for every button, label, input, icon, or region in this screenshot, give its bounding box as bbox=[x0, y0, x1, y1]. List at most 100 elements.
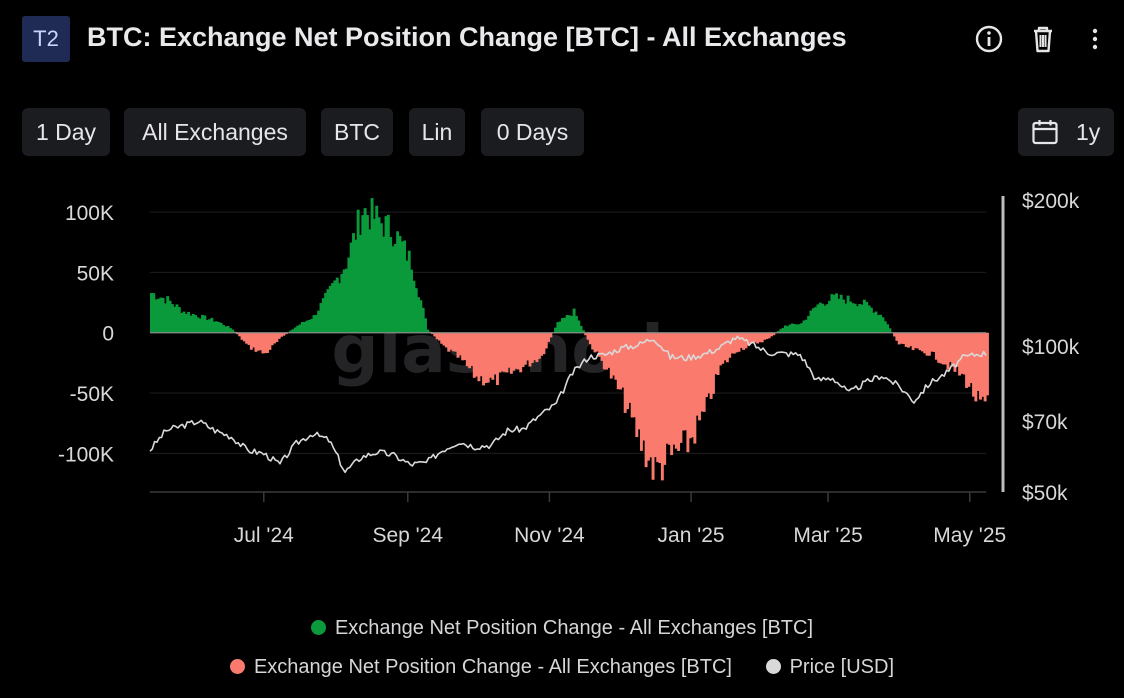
legend-item-negative[interactable]: Exchange Net Position Change - All Excha… bbox=[229, 656, 732, 679]
bar-negative bbox=[900, 332, 903, 344]
bar-positive bbox=[317, 310, 321, 333]
bar-positive bbox=[872, 312, 876, 333]
bar-positive bbox=[876, 315, 880, 333]
bar-negative bbox=[967, 332, 971, 387]
bar-negative bbox=[444, 332, 448, 348]
bar-negative bbox=[489, 332, 492, 378]
bar-positive bbox=[860, 304, 864, 333]
bar-negative bbox=[948, 332, 952, 363]
bar-positive bbox=[342, 269, 346, 333]
bar-positive bbox=[189, 315, 193, 333]
info-icon[interactable] bbox=[972, 22, 1006, 56]
bar-negative bbox=[235, 332, 239, 335]
left-axis-ticks: 100K 50K 0 -50K -100K bbox=[58, 202, 114, 466]
bar-negative bbox=[677, 332, 681, 451]
bar-positive bbox=[170, 304, 174, 333]
bar-positive bbox=[196, 317, 200, 333]
bar-positive bbox=[221, 325, 225, 333]
bar-negative bbox=[482, 332, 485, 386]
bar-positive bbox=[828, 300, 832, 333]
bar-negative bbox=[911, 332, 915, 351]
bar-negative bbox=[526, 332, 530, 361]
bar-negative bbox=[500, 332, 504, 372]
bar-positive bbox=[293, 327, 297, 333]
bar-negative bbox=[702, 332, 706, 412]
bar-negative bbox=[270, 332, 274, 346]
bar-positive bbox=[375, 205, 379, 333]
bar-positive bbox=[777, 331, 780, 333]
bar-positive bbox=[795, 324, 799, 333]
bar-negative bbox=[528, 332, 532, 367]
trash-icon[interactable] bbox=[1026, 22, 1060, 56]
legend-item-price[interactable]: Price [USD] bbox=[765, 656, 894, 679]
bar-positive bbox=[858, 304, 862, 333]
more-vertical-icon[interactable] bbox=[1078, 22, 1112, 56]
bar-negative bbox=[739, 332, 743, 349]
bar-positive bbox=[361, 215, 365, 333]
resolution-button[interactable]: 1 Day bbox=[22, 108, 110, 156]
bar-negative bbox=[749, 332, 753, 344]
bar-positive bbox=[807, 315, 811, 333]
date-range-button[interactable]: 1y bbox=[1018, 108, 1114, 156]
bar-negative bbox=[751, 332, 755, 344]
net-position-bars bbox=[150, 198, 989, 481]
bar-negative bbox=[461, 332, 465, 361]
bar-positive bbox=[347, 257, 351, 333]
bar-positive bbox=[210, 317, 214, 333]
bar-negative bbox=[637, 332, 641, 430]
legend-item-positive[interactable]: Exchange Net Position Change - All Excha… bbox=[310, 617, 813, 640]
bar-positive bbox=[424, 318, 427, 333]
bar-negative bbox=[700, 332, 704, 412]
bar-negative bbox=[470, 332, 474, 366]
bar-positive bbox=[363, 208, 367, 333]
x-tick-label: Jan '25 bbox=[658, 524, 725, 547]
bar-positive bbox=[853, 303, 857, 333]
bar-negative bbox=[981, 332, 985, 397]
bar-negative bbox=[725, 332, 729, 363]
bar-negative bbox=[693, 332, 697, 444]
bar-negative bbox=[686, 332, 690, 453]
bar-positive bbox=[354, 239, 358, 333]
bar-negative bbox=[763, 332, 766, 340]
left-tick-label: 100K bbox=[65, 202, 114, 225]
bar-negative bbox=[742, 332, 746, 350]
bar-positive bbox=[574, 316, 578, 333]
bar-positive bbox=[419, 300, 423, 333]
legend-dot-negative bbox=[229, 659, 245, 674]
currency-button[interactable]: BTC bbox=[321, 108, 393, 156]
bar-positive bbox=[879, 314, 883, 333]
bar-negative bbox=[442, 332, 446, 346]
legend-label-negative: Exchange Net Position Change - All Excha… bbox=[253, 656, 732, 678]
bar-positive bbox=[310, 318, 314, 333]
left-tick-label: 0 bbox=[102, 323, 114, 346]
bar-negative bbox=[760, 332, 764, 343]
bar-positive bbox=[561, 318, 564, 333]
bar-negative bbox=[955, 332, 959, 367]
bar-negative bbox=[593, 332, 597, 353]
bar-negative bbox=[549, 332, 553, 338]
bar-negative bbox=[614, 332, 618, 380]
bar-positive bbox=[869, 307, 873, 333]
moving-average-button[interactable]: 0 Days bbox=[481, 108, 584, 156]
bar-negative bbox=[496, 332, 499, 386]
bar-positive bbox=[398, 236, 402, 333]
scale-button[interactable]: Lin bbox=[409, 108, 465, 156]
bar-positive bbox=[368, 229, 372, 333]
legend-dot-price bbox=[765, 659, 781, 674]
exchange-button[interactable]: All Exchanges bbox=[124, 108, 306, 156]
legend-dot-positive bbox=[310, 620, 326, 635]
bar-positive bbox=[305, 320, 309, 333]
bar-negative bbox=[598, 332, 602, 357]
bar-negative bbox=[477, 332, 481, 382]
date-range-label: 1y bbox=[1076, 119, 1101, 145]
bar-negative bbox=[756, 332, 760, 344]
left-tick-label: 50K bbox=[77, 262, 114, 285]
bar-negative bbox=[479, 332, 483, 377]
bar-positive bbox=[816, 304, 820, 333]
bar-negative bbox=[674, 332, 678, 449]
bar-negative bbox=[458, 332, 462, 356]
bar-positive bbox=[855, 306, 859, 333]
bar-negative bbox=[493, 332, 497, 375]
bar-positive bbox=[862, 299, 866, 333]
